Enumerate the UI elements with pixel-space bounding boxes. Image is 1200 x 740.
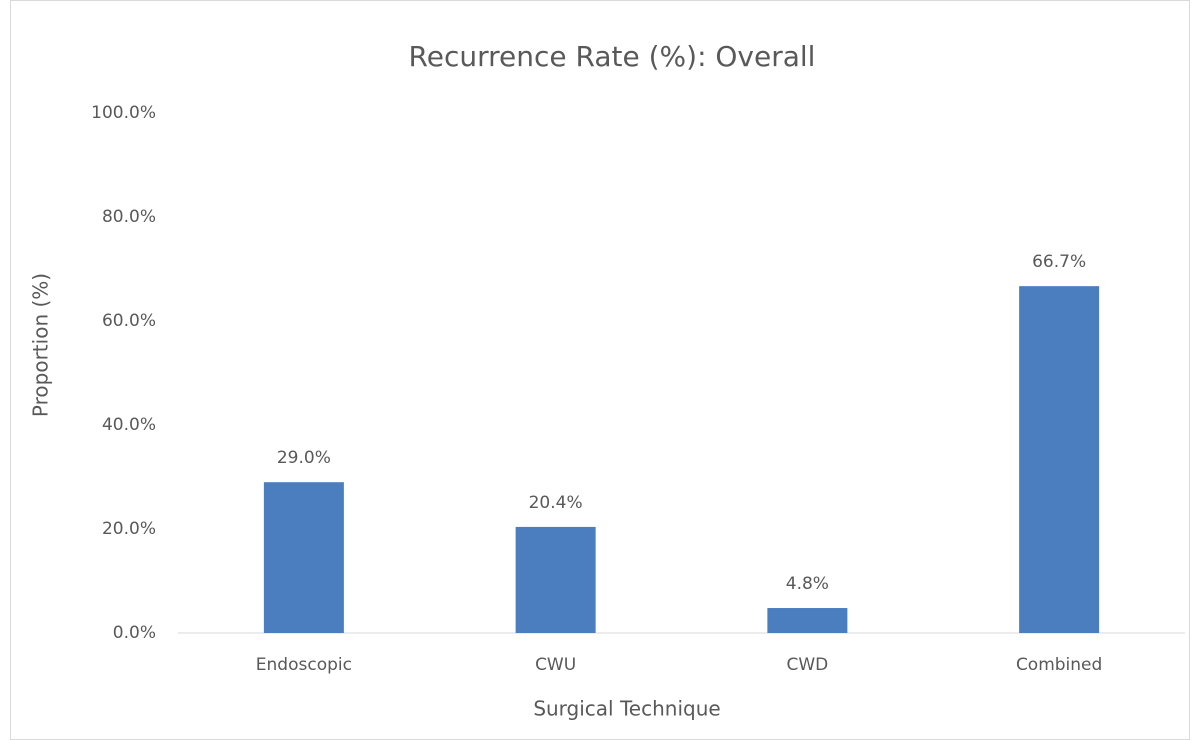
y-axis-title: Proportion (%): [29, 273, 53, 417]
x-tick-label: CWU: [535, 655, 576, 675]
y-tick-label: 0.0%: [113, 623, 156, 643]
data-label: 4.8%: [786, 574, 829, 594]
y-tick-label: 60.0%: [102, 311, 156, 331]
y-tick-label: 20.0%: [102, 519, 156, 539]
x-axis-title: Surgical Technique: [533, 697, 720, 721]
x-tick-label: Endoscopic: [256, 655, 352, 675]
data-label: 29.0%: [277, 448, 331, 468]
x-tick-label: Combined: [1016, 655, 1102, 675]
y-tick-label: 40.0%: [102, 415, 156, 435]
data-label: 66.7%: [1032, 252, 1086, 272]
bar: [515, 526, 596, 633]
bar: [263, 482, 344, 633]
chart-title: Recurrence Rate (%): Overall: [409, 40, 816, 73]
y-tick-label: 80.0%: [102, 207, 156, 227]
y-tick-label: 100.0%: [91, 103, 156, 123]
bar: [767, 608, 848, 633]
data-label: 20.4%: [529, 493, 583, 513]
bar: [1019, 286, 1100, 633]
x-tick-label: CWD: [786, 655, 828, 675]
chart-border: [10, 0, 1190, 740]
